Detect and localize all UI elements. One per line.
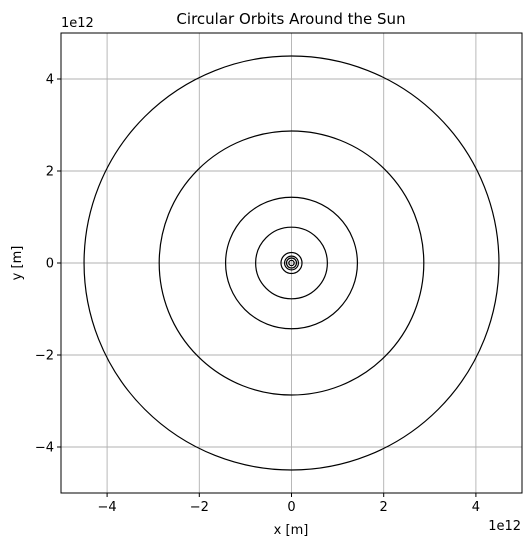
orbit-circles bbox=[83, 55, 500, 471]
y-tick-label-4: 4 bbox=[46, 73, 54, 88]
axis-ticks: −4 −2 0 2 4 −4 −2 0 2 4 bbox=[35, 73, 480, 516]
x-tick-label-0: −4 bbox=[98, 500, 117, 515]
y-tick-label-0: −4 bbox=[35, 441, 54, 456]
orbit-circle-4 bbox=[255, 226, 328, 300]
y-offset-label: 1e12 bbox=[61, 16, 94, 31]
x-axis-label: x [m] bbox=[274, 523, 309, 538]
orbit-circle-6 bbox=[158, 130, 425, 396]
x-tick-label-4: 4 bbox=[472, 500, 480, 515]
x-tick-label-2: 0 bbox=[287, 500, 295, 515]
x-offset-label: 1e12 bbox=[488, 519, 521, 534]
orbit-circle-0 bbox=[288, 259, 295, 267]
orbit-circle-3 bbox=[280, 251, 303, 275]
y-tick-label-2: 0 bbox=[46, 257, 54, 272]
x-tick-label-1: −2 bbox=[190, 500, 209, 515]
y-tick-label-1: −2 bbox=[35, 349, 54, 364]
orbit-circle-2 bbox=[283, 255, 300, 271]
orbit-circle-7 bbox=[83, 55, 500, 471]
orbit-circle-5 bbox=[224, 196, 359, 330]
chart-title: Circular Orbits Around the Sun bbox=[176, 10, 405, 28]
grid-lines bbox=[61, 33, 522, 493]
y-tick-label-3: 2 bbox=[46, 165, 54, 180]
orbit-circle-1 bbox=[285, 257, 298, 269]
y-axis-label: y [m] bbox=[10, 246, 25, 281]
x-tick-label-3: 2 bbox=[380, 500, 388, 515]
